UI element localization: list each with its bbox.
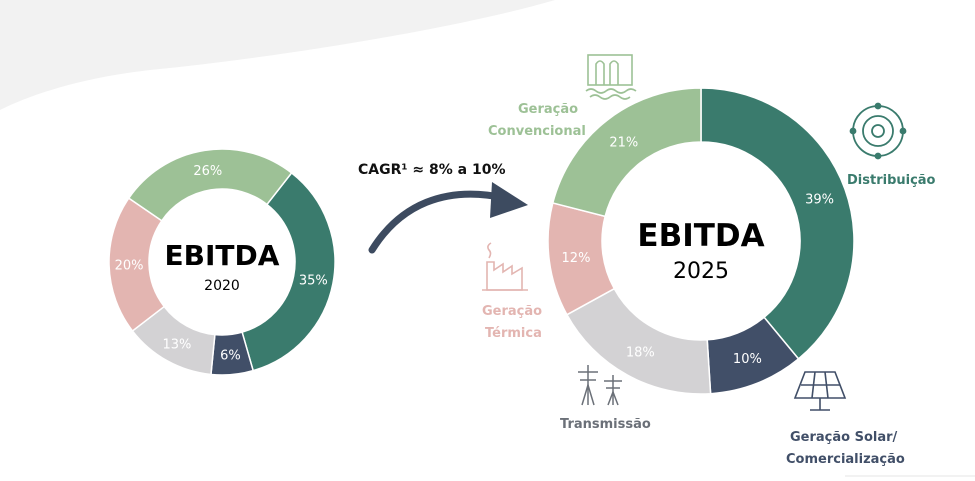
donut-2025-label-convencional: 21% [609, 135, 638, 150]
solar-panel-icon [793, 371, 847, 411]
donut-2020-slice-distribuicao [241, 171, 336, 372]
donut-2025-year: 2025 [673, 259, 729, 284]
cagr-label: CAGR¹ ≈ 8% a 10% [358, 162, 505, 178]
transmission-tower-icon [578, 365, 622, 406]
legend-termica-line2: Térmica [485, 326, 542, 341]
donut-2025-slice-distribuicao [700, 87, 855, 360]
legend-solar-line2: Comercialização [786, 452, 905, 467]
donut-2020-title: EBITDA [165, 239, 280, 272]
thermal-plant-icon [482, 242, 528, 291]
donut-2020-label-solar: 6% [220, 349, 241, 364]
legend-distribuicao: Distribuição [847, 173, 936, 188]
donut-2025-label-termica: 12% [562, 251, 591, 266]
legend-termica-line1: Geração [482, 304, 542, 319]
donut-2020-year: 2020 [204, 278, 240, 294]
legend-convencional-line2: Convencional [488, 124, 586, 139]
donut-2025-label-distribuicao: 39% [805, 192, 834, 207]
legend-convencional-line1: Geração [518, 102, 578, 117]
hydro-dam-icon [585, 54, 637, 100]
donut-2025: 39% 10% 18% 12% 21% [547, 87, 855, 395]
donut-2020-label-termica: 20% [115, 259, 144, 274]
donut-2020: 35% 6% 13% 20% 26% [108, 148, 336, 376]
background-wave [0, 0, 555, 110]
donut-2020-label-convencional: 26% [193, 164, 222, 179]
growth-arrow [368, 182, 528, 254]
distribution-ring-icon [849, 102, 907, 160]
donut-2020-label-transmissao: 13% [162, 337, 191, 352]
donut-2025-label-solar: 10% [733, 352, 762, 367]
donut-2025-label-transmissao: 18% [626, 345, 655, 360]
legend-solar-line1: Geração Solar/ [790, 430, 898, 445]
donut-2025-slice-convencional [551, 87, 702, 218]
donut-2025-title: EBITDA [637, 218, 764, 254]
donut-2020-label-distribuicao: 35% [299, 274, 328, 289]
donut-2020-slice-convencional [127, 148, 293, 222]
legend-transmissao: Transmissão [560, 417, 651, 432]
